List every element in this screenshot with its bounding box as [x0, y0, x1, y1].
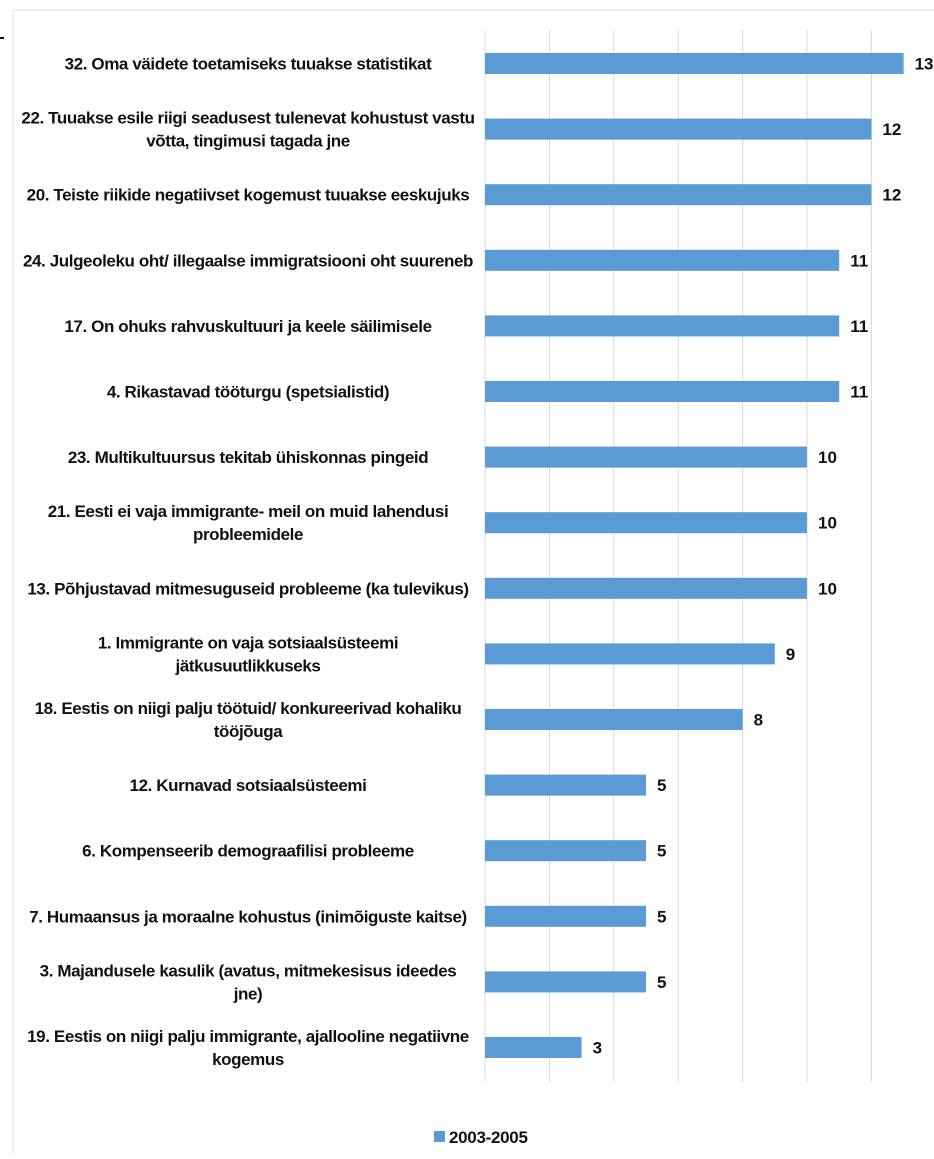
- bar: [485, 577, 807, 599]
- data-label: 10: [818, 579, 837, 598]
- category-label: 22. Tuuakse esile riigi seadusest tulene…: [21, 109, 474, 151]
- category-label: 24. Julgeoleku oht/ illegaalse immigrats…: [23, 251, 473, 270]
- bar: [485, 774, 646, 796]
- data-label: 13: [915, 55, 934, 74]
- data-labels: 13 12 12 11 11 11 10 10 10 9 8 5 5 5 5 3: [593, 55, 934, 1058]
- category-label: 7. Humaansus ja moraalne kohustus (inimõ…: [29, 907, 467, 926]
- data-label: 5: [657, 776, 666, 795]
- category-label: 32. Oma väidete toetamiseks tuuakse stat…: [65, 55, 432, 74]
- data-label: 10: [818, 448, 837, 467]
- category-label: 4. Rikastavad tööturgu (spetsialistid): [107, 383, 389, 402]
- category-label: 12. Kurnavad sotsiaalsüsteemi: [130, 776, 367, 795]
- bar: [485, 249, 840, 271]
- data-label: 11: [850, 317, 868, 336]
- bar: [485, 840, 646, 862]
- data-label: 3: [593, 1039, 602, 1058]
- data-label: 12: [882, 120, 901, 139]
- bar: [485, 643, 775, 665]
- data-label: 5: [657, 842, 666, 861]
- category-labels: 32. Oma väidete toetamiseks tuuakse stat…: [21, 55, 475, 1070]
- category-label: 21. Eesti ei vaja immigrante- meil on mu…: [48, 502, 449, 544]
- data-label: 5: [657, 907, 666, 926]
- category-label: 1. Immigrante on vaja sotsiaalsüsteemi jä…: [98, 633, 398, 675]
- legend-label: 2003-2005: [449, 1128, 528, 1147]
- category-label: 18. Eestis on niigi palju töötuid/ konku…: [35, 699, 462, 741]
- bar: [485, 971, 646, 993]
- bar: [485, 184, 872, 206]
- legend-swatch: [434, 1131, 445, 1142]
- bar: [485, 53, 904, 74]
- gridlines: [484, 30, 872, 1082]
- bar: [485, 905, 646, 927]
- category-label: 17. On ohuks rahvuskultuuri ja keele säi…: [64, 317, 431, 336]
- bar: [485, 709, 743, 730]
- data-label: 5: [657, 973, 666, 992]
- data-label: 8: [754, 711, 763, 730]
- category-label: 13. Põhjustavad mitmesuguseid probleeme …: [27, 579, 468, 598]
- legend: 2003-2005: [434, 1128, 528, 1147]
- bar: [485, 315, 840, 337]
- data-label: 9: [786, 645, 795, 664]
- bar: [485, 381, 840, 402]
- bar: [485, 446, 807, 468]
- category-label: 19. Eestis on niigi palju immigrante, aj…: [27, 1027, 469, 1069]
- bar: [485, 118, 872, 140]
- data-label: 11: [850, 383, 868, 402]
- data-label: 10: [818, 514, 837, 533]
- data-label: 12: [882, 186, 901, 205]
- category-label: 20. Teiste riikide negatiivset kogemust …: [27, 186, 470, 205]
- data-label: 11: [850, 251, 868, 270]
- category-label: 6. Kompenseerib demograafilisi probleeme: [82, 842, 414, 861]
- category-label: 23. Multikultuursus tekitab ühiskonnas p…: [68, 448, 428, 467]
- bar: [485, 1037, 582, 1058]
- bar-group: [485, 53, 904, 1058]
- category-label: 3. Majandusele kasulik (avatus, mitmekes…: [40, 961, 457, 1003]
- bar: [485, 512, 807, 534]
